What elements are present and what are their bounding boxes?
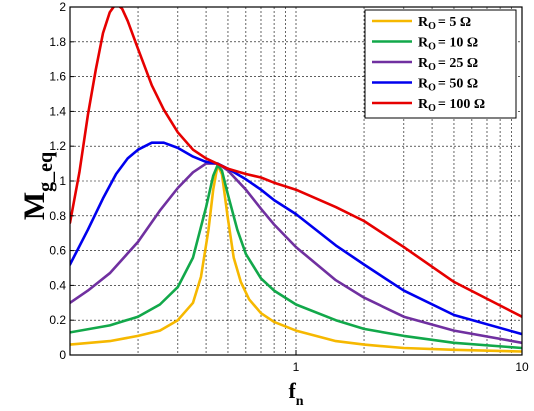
legend-label-3: RO = 25 Ω: [418, 56, 478, 73]
series-line-1: [70, 164, 522, 353]
x-axis-label: fn: [288, 378, 303, 409]
y-tick-label: 1.2: [49, 139, 66, 153]
y-tick-label: 1.8: [49, 35, 66, 49]
series-line-4: [70, 141, 522, 336]
series-line-2: [70, 164, 522, 350]
y-tick-label: 1.6: [49, 70, 66, 84]
x-axis-label-main: f: [288, 378, 296, 403]
y-tick-label: 2: [59, 0, 66, 14]
y-tick-label: 0.6: [49, 244, 66, 258]
y-axis-label: Mg_eq: [18, 152, 57, 220]
y-tick-label: 0.2: [49, 313, 66, 327]
y-tick-label: 1.4: [49, 104, 66, 118]
x-tick-label: 1: [293, 360, 300, 374]
legend-label-2: RO = 10 Ω: [418, 36, 478, 53]
x-tick-labels: 1 10: [293, 350, 529, 374]
y-axis-label-main: M: [18, 192, 51, 220]
y-tick-label: 0.8: [49, 209, 66, 223]
x-axis-label-sub: n: [296, 394, 304, 409]
legend-label-1: RO = 5 Ω: [418, 15, 471, 32]
legend-label-5: RO = 100 Ω: [418, 97, 485, 114]
y-axis-label-sub: g_eq: [35, 152, 57, 192]
series-line-5: [70, 7, 522, 319]
x-tick-label: 10: [515, 360, 529, 374]
y-tick-label: 0.4: [49, 278, 66, 292]
y-tick-label: 1: [59, 174, 66, 188]
y-tick-label: 0: [59, 348, 66, 362]
y-tick-labels: 0 0.2 0.4 0.6 0.8 1 1.2 1.4 1.6 1.8 2: [49, 0, 74, 362]
series-line-3: [70, 162, 522, 345]
legend-box: [364, 9, 517, 119]
legend-label-4: RO = 50 Ω: [418, 77, 478, 94]
series-lines: [70, 7, 522, 353]
legend: RO = 5 Ω RO = 10 Ω RO = 25 Ω RO = 50 Ω RO = 100 Ω: [364, 9, 517, 119]
